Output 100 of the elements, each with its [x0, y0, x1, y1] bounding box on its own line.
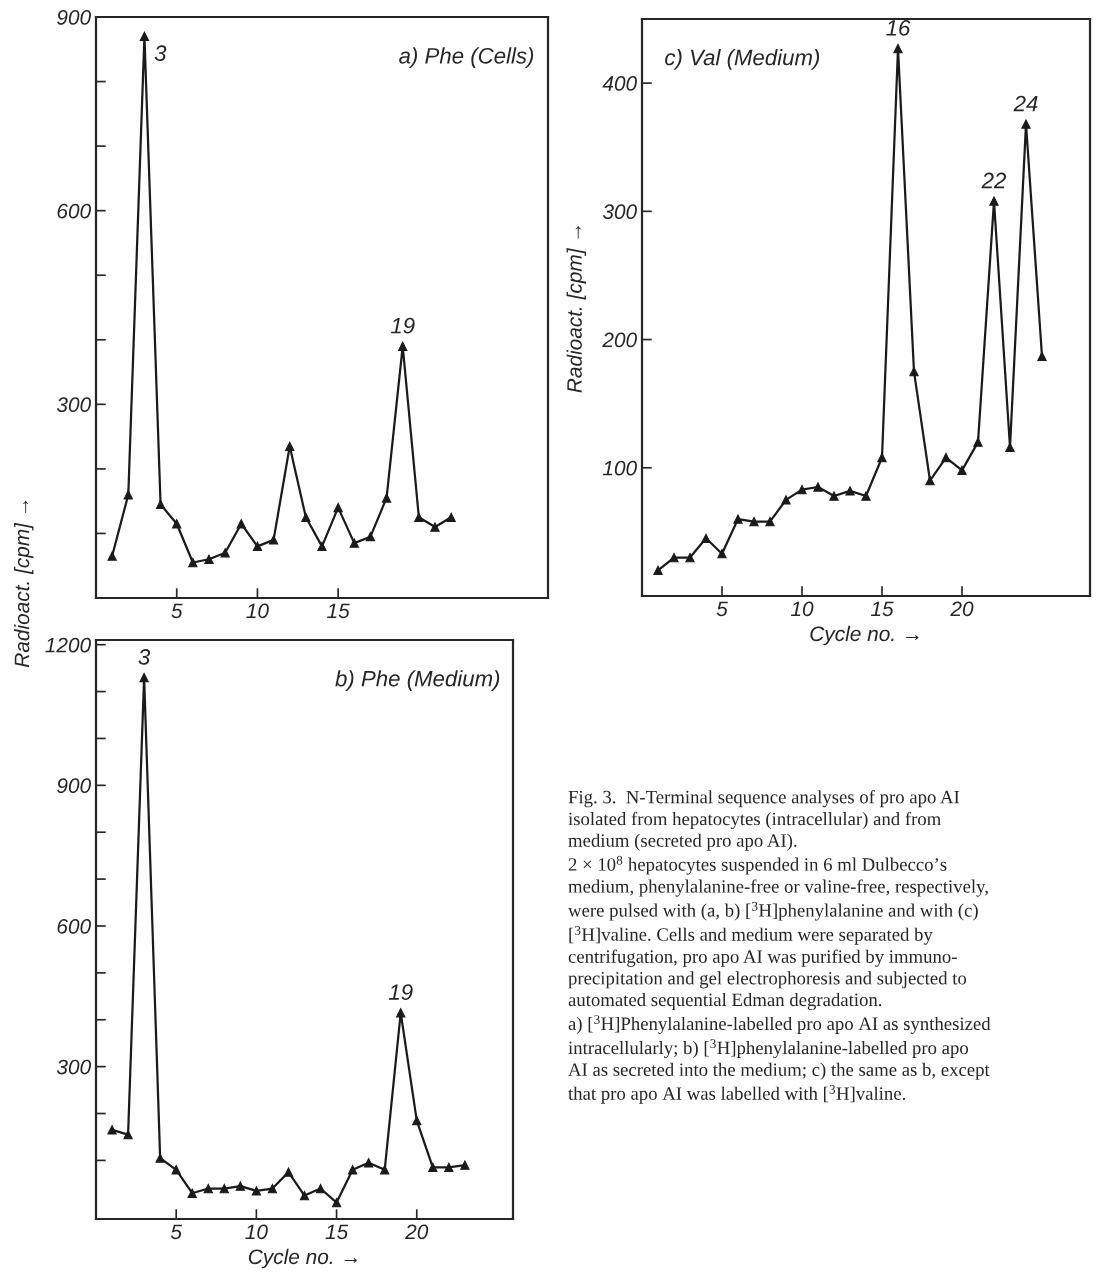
y-axis-title: Radioact. [cpm] →: [566, 226, 586, 393]
x-axis-title: Cycle no. →: [810, 625, 919, 646]
point: [669, 552, 679, 563]
point: [301, 512, 311, 522]
y-tick-label: 100: [602, 460, 637, 476]
annotation: 3: [138, 649, 151, 665]
point: [139, 672, 149, 683]
annotation: 19: [390, 317, 415, 334]
point: [268, 535, 279, 545]
point: [444, 1162, 454, 1173]
point: [829, 491, 839, 501]
point: [1021, 119, 1031, 129]
y-tick-label: 300: [56, 1059, 91, 1075]
point: [317, 541, 327, 552]
y-tick-label: 300: [602, 204, 637, 220]
x-tick-label: 20: [950, 601, 974, 617]
point: [204, 554, 214, 564]
y-tick-label: 400: [602, 76, 637, 91]
point: [188, 557, 198, 568]
point: [380, 1165, 390, 1175]
point: [381, 493, 392, 503]
point: [107, 1125, 117, 1135]
point: [396, 1008, 406, 1018]
point: [365, 531, 376, 542]
point: [909, 366, 919, 377]
point: [749, 516, 759, 527]
point: [203, 1183, 213, 1194]
x-tick-label: 5: [171, 603, 183, 619]
point: [299, 1190, 310, 1201]
point: [139, 31, 150, 42]
point: [733, 514, 743, 524]
caption: Fig. 3. N-Terminal sequence analyses of pro apo AI isolated from hepatocytes (intracellular) and from medium (secreted pro apo AI).: [568, 790, 960, 851]
point: [123, 490, 133, 500]
point: [1037, 351, 1047, 361]
point: [957, 465, 967, 476]
point: [236, 519, 246, 529]
point: [428, 1162, 438, 1173]
text: a) [$^{3}$H]Phenylalanine-labelled pro apo AI as synthesized intracellularly; b) [$^{3}$H]phenylalanine-labelled pro apo AI as secreted into the medium; c) the same as b, except that pro apo AI was labelled with [$^{3}$H]valine.: [568, 1015, 991, 1104]
point: [685, 552, 695, 563]
text: b) Phe (Medium): [335, 670, 500, 691]
point: [333, 502, 343, 513]
point: [893, 43, 903, 54]
annotation: 22: [981, 172, 1007, 189]
annotation: 19: [388, 984, 413, 1000]
x-tick-label: 10: [245, 1224, 268, 1240]
point: [363, 1158, 374, 1168]
x-tick-label: 10: [246, 603, 269, 619]
point: [653, 565, 663, 576]
text: a) Phe (Cells): [399, 47, 534, 69]
x-tick-label: 15: [325, 1224, 349, 1240]
point: [701, 533, 711, 543]
point: [171, 1165, 181, 1175]
point: [446, 512, 456, 522]
point: [414, 512, 424, 522]
point: [235, 1181, 246, 1191]
point: [107, 551, 117, 561]
point: [861, 491, 871, 501]
x-tick-label: 10: [790, 601, 814, 617]
x-tick-label: 15: [327, 603, 350, 619]
point: [220, 548, 230, 558]
point: [285, 441, 295, 451]
text: c) Val (Medium): [665, 49, 820, 70]
point: [267, 1183, 278, 1194]
y-tick-label: 900: [57, 10, 91, 25]
text: 2 × 10$^{8}$ hepatocytes suspended in 6 ml Dulbecco’s medium, phenylalanine-free or valine-free, respectively, were pulsed with (a, b) [$^{3}$H]phenylalanine and with (c) [$^{3}$H]valine. Cells and medium were separated by centrifugation, pro apo AI was purified by immuno- precipitation and gel electrophoresis and subjected to automated sequential Edman degradation.: [568, 855, 988, 1010]
point: [219, 1183, 229, 1194]
y-tick-label: 600: [57, 918, 91, 934]
point: [460, 1160, 470, 1170]
point: [283, 1167, 294, 1177]
point: [813, 482, 823, 492]
x-axis-title: Cycle no. →: [248, 1248, 357, 1269]
point: [187, 1188, 197, 1198]
point: [172, 519, 182, 529]
x-tick-label: 5: [716, 601, 728, 617]
point: [412, 1115, 422, 1126]
point: [989, 196, 999, 206]
point: [925, 475, 935, 486]
y-tick-label: 300: [56, 397, 91, 413]
point: [430, 522, 440, 532]
x-tick-label: 20: [405, 1224, 429, 1240]
point: [765, 516, 775, 527]
point: [155, 499, 166, 510]
point: [155, 1153, 165, 1163]
point: [781, 495, 791, 505]
point: [973, 437, 983, 447]
y-tick-label: 1200: [45, 637, 91, 653]
x-tick-label: 15: [870, 601, 894, 617]
annotation: 16: [886, 20, 911, 36]
point: [877, 452, 887, 463]
point: [845, 486, 855, 496]
point: [315, 1183, 326, 1194]
point: [941, 452, 951, 463]
point: [331, 1197, 342, 1208]
point: [252, 541, 263, 552]
y-tick-label: 900: [57, 778, 91, 794]
y-tick-label: 600: [57, 203, 91, 219]
y-axis-title: Radioact. [cpm] →: [14, 500, 34, 668]
point: [398, 341, 408, 351]
point: [251, 1186, 262, 1196]
annotation: 3: [154, 45, 167, 62]
